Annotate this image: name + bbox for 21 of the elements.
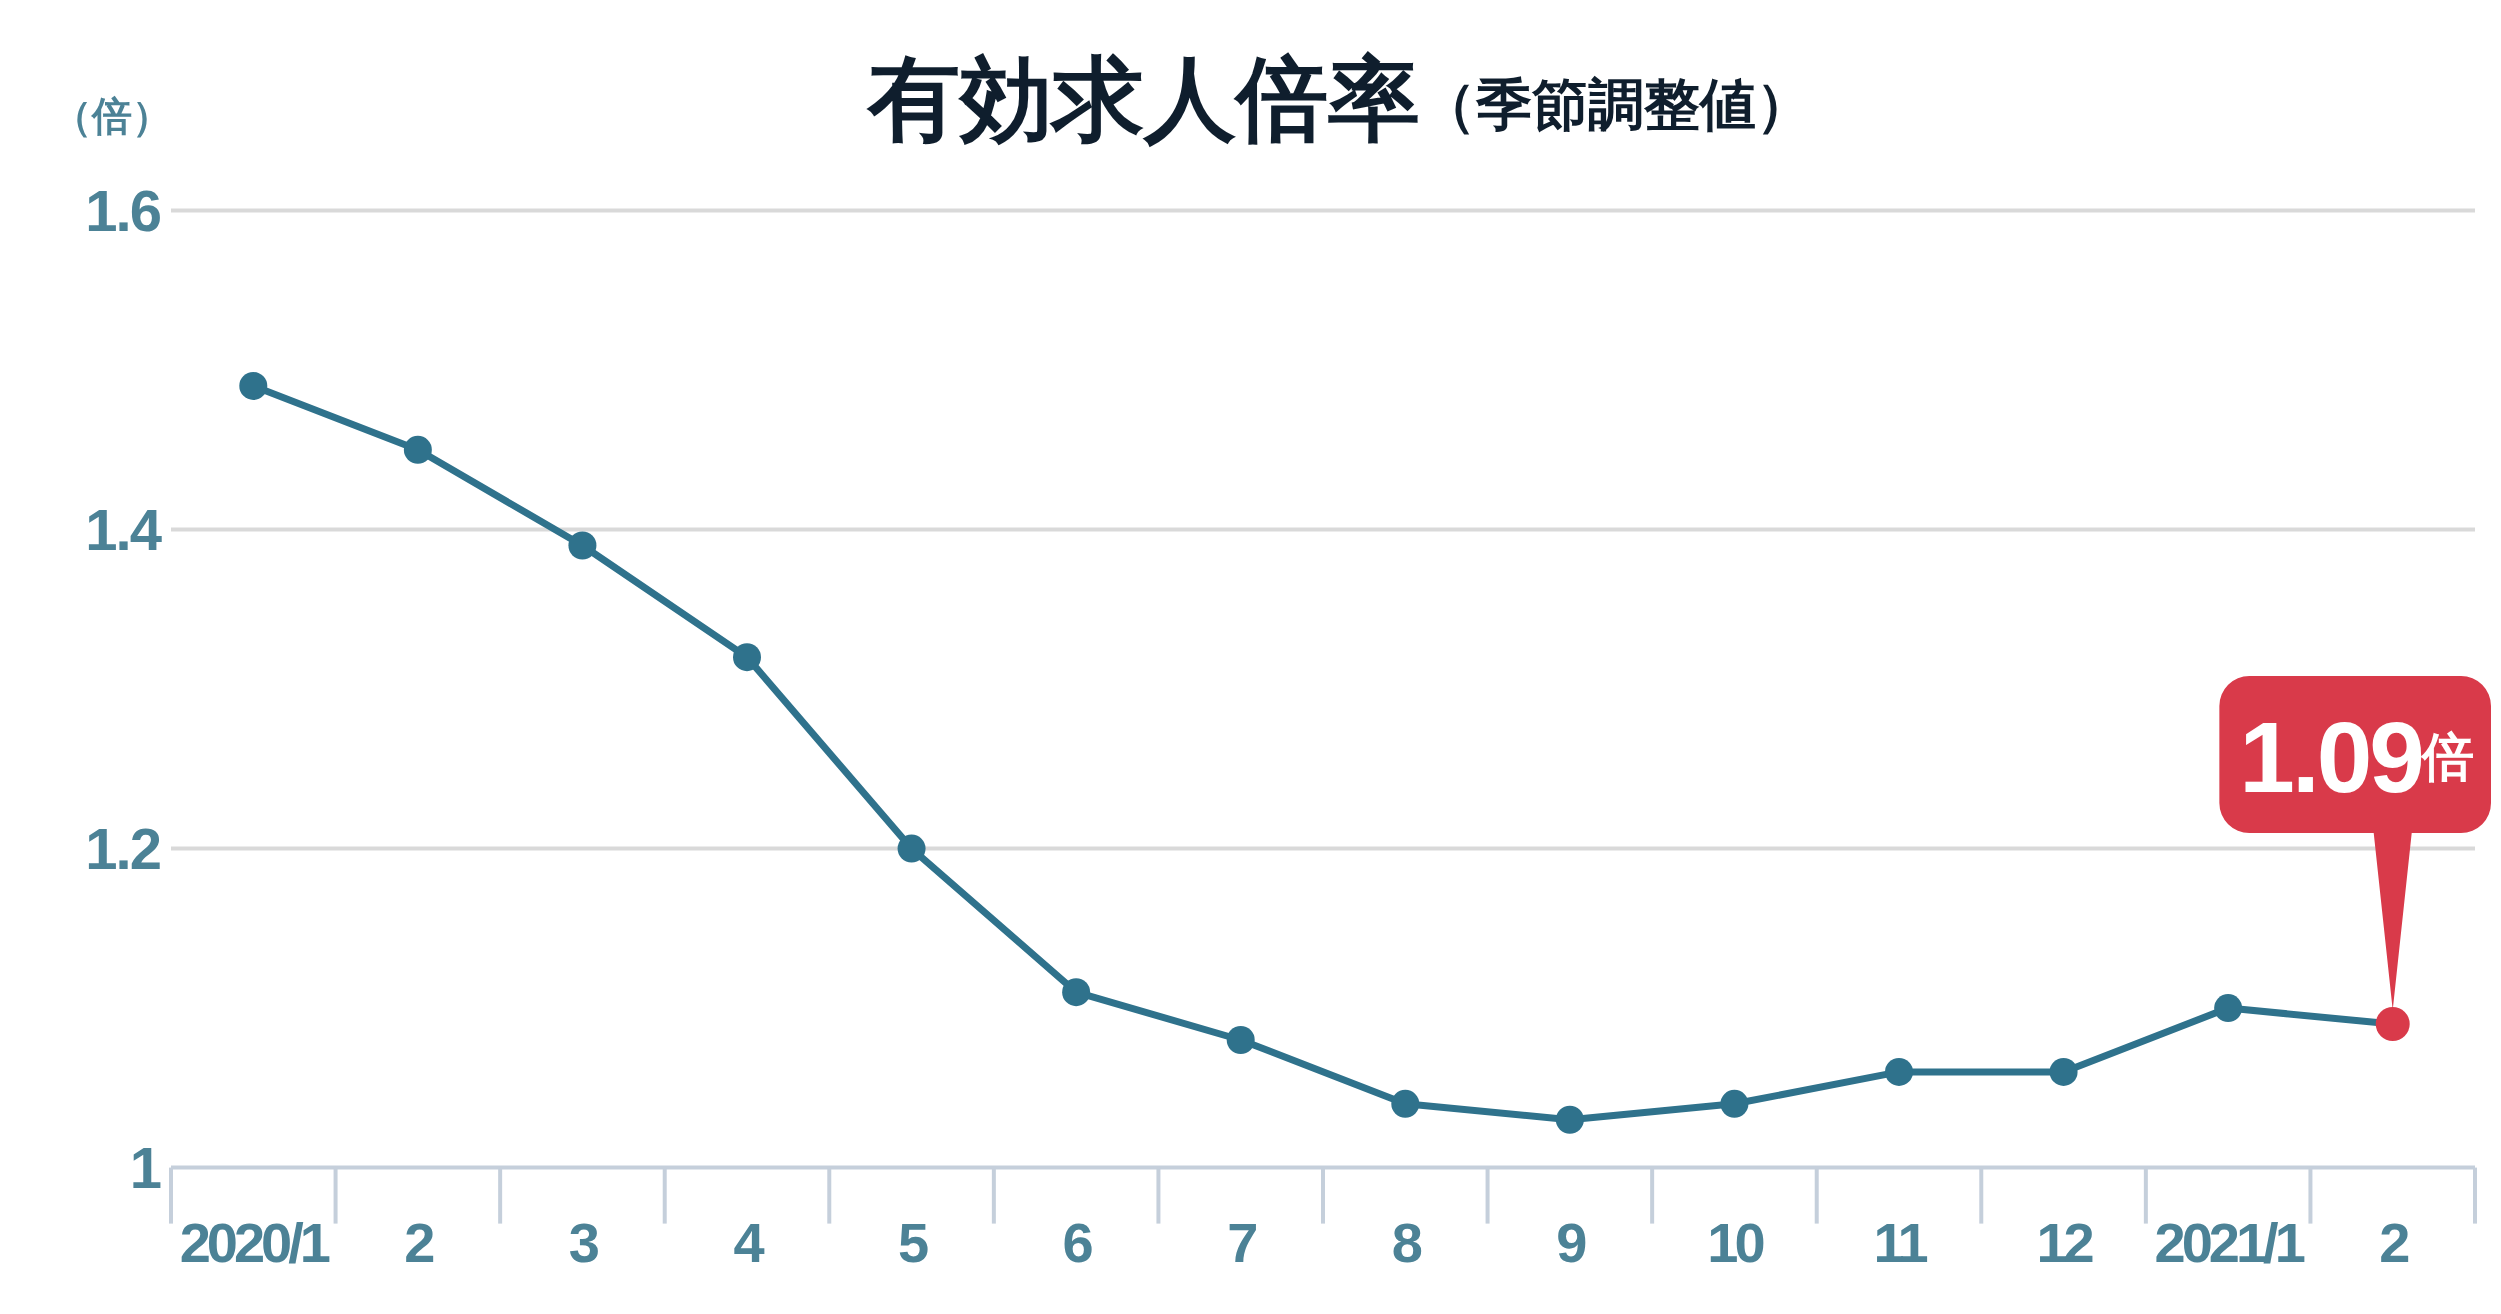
y-tick-label: 1.6 <box>85 178 160 243</box>
x-tick-label: 2020/1 <box>179 1211 327 1275</box>
x-tick-label: 11 <box>1873 1211 1925 1275</box>
x-tick-label: 2 <box>404 1211 432 1275</box>
y-tick-label: 1.4 <box>85 497 160 563</box>
x-tick-label: 4 <box>733 1211 761 1275</box>
x-tick-label: 10 <box>1707 1211 1762 1275</box>
x-tick-label: 2 <box>2379 1211 2407 1275</box>
ylabel: （倍） <box>52 94 172 138</box>
x-tick-label: 2021/1 <box>2154 1211 2302 1275</box>
x-tick-label: 7 <box>1227 1211 1255 1275</box>
x-tick-label: 6 <box>1062 1211 1090 1275</box>
x-tick-label: 9 <box>1556 1211 1584 1275</box>
subtitle: （季節調整値） <box>1420 72 1812 136</box>
y-tick-label: 1 <box>129 1135 160 1201</box>
title: 有効求人倍率 <box>868 48 1420 150</box>
x-tick-label: 8 <box>1391 1211 1419 1275</box>
x-tick-label: 5 <box>898 1211 926 1275</box>
y-tick-label: 1.2 <box>85 816 160 882</box>
x-tick-label: 3 <box>568 1211 596 1275</box>
x-tick-label: 12 <box>2036 1211 2091 1275</box>
